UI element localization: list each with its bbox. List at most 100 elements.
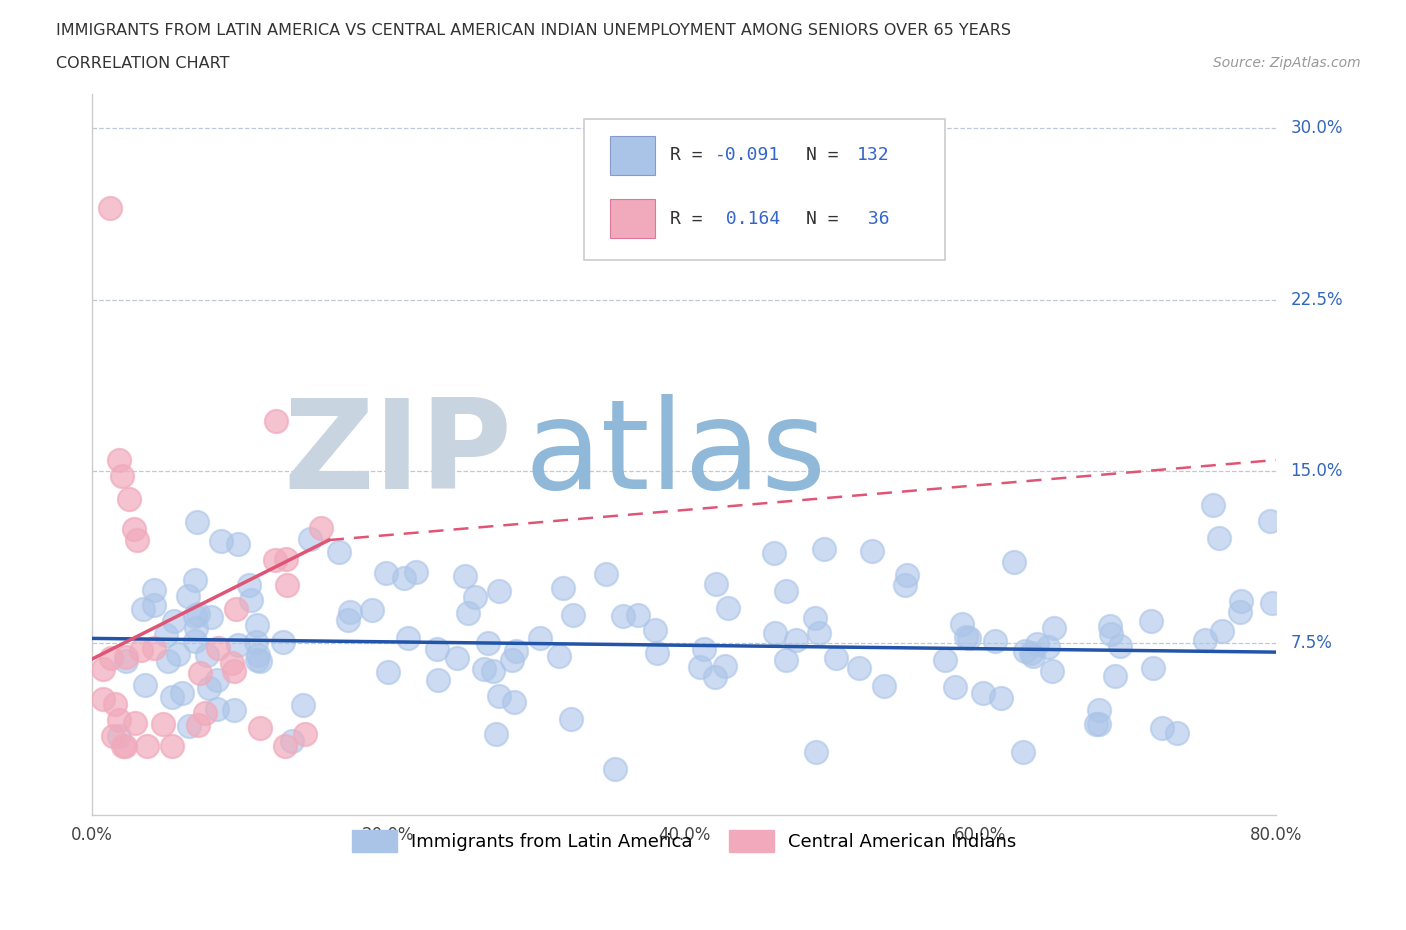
- Point: [221, 656, 243, 671]
- Text: IMMIGRANTS FROM LATIN AMERICA VS CENTRAL AMERICAN INDIAN UNEMPLOYMENT AMONG SENI: IMMIGRANTS FROM LATIN AMERICA VS CENTRAL…: [56, 23, 1011, 38]
- Point: [177, 589, 200, 604]
- Point: [152, 717, 174, 732]
- Point: [1261, 596, 1284, 611]
- Point: [209, 534, 232, 549]
- Point: [1021, 645, 1043, 660]
- Point: [299, 532, 322, 547]
- Point: [271, 634, 294, 649]
- Point: [1026, 636, 1049, 651]
- Point: [187, 606, 209, 621]
- Point: [392, 570, 415, 585]
- Point: [160, 689, 183, 704]
- Point: [477, 636, 499, 651]
- Point: [187, 718, 209, 733]
- Point: [1012, 744, 1035, 759]
- Text: N =: N =: [806, 146, 839, 165]
- Point: [205, 672, 228, 687]
- Point: [226, 637, 249, 652]
- Point: [183, 633, 205, 648]
- Point: [1194, 632, 1216, 647]
- Point: [337, 613, 360, 628]
- Point: [103, 697, 125, 711]
- Point: [1166, 726, 1188, 741]
- Point: [1014, 644, 1036, 658]
- Point: [155, 628, 177, 643]
- Point: [426, 672, 449, 687]
- Point: [100, 651, 122, 666]
- Point: [1088, 703, 1111, 718]
- Point: [457, 605, 479, 620]
- Point: [693, 642, 716, 657]
- Point: [1099, 626, 1122, 641]
- Text: 15.0%: 15.0%: [1291, 462, 1343, 481]
- Point: [501, 653, 523, 668]
- Point: [704, 670, 727, 684]
- Point: [291, 698, 314, 712]
- Point: [955, 630, 977, 644]
- Point: [328, 545, 350, 560]
- Point: [108, 712, 131, 727]
- Point: [222, 702, 245, 717]
- Point: [228, 537, 250, 551]
- Text: 30.0%: 30.0%: [1291, 119, 1343, 138]
- Point: [163, 614, 186, 629]
- Text: 0.164: 0.164: [714, 209, 780, 228]
- Point: [396, 631, 419, 645]
- Point: [484, 726, 506, 741]
- Point: [91, 691, 114, 706]
- Point: [276, 578, 298, 592]
- Point: [984, 634, 1007, 649]
- Point: [184, 608, 207, 623]
- Text: 7.5%: 7.5%: [1291, 634, 1331, 652]
- Point: [124, 716, 146, 731]
- Text: -0.091: -0.091: [714, 146, 780, 165]
- Point: [848, 660, 870, 675]
- Point: [612, 609, 634, 624]
- Point: [1104, 669, 1126, 684]
- Point: [143, 598, 166, 613]
- Point: [125, 533, 148, 548]
- Point: [785, 632, 807, 647]
- Point: [274, 551, 297, 566]
- Point: [114, 649, 136, 664]
- Point: [1002, 554, 1025, 569]
- Point: [603, 762, 626, 777]
- Point: [198, 681, 221, 696]
- Point: [595, 567, 617, 582]
- Point: [135, 738, 157, 753]
- Point: [309, 521, 332, 536]
- Point: [804, 611, 827, 626]
- Point: [472, 662, 495, 677]
- Point: [274, 738, 297, 753]
- Point: [645, 645, 668, 660]
- Point: [264, 414, 287, 429]
- Point: [446, 651, 468, 666]
- Point: [426, 642, 449, 657]
- Point: [360, 603, 382, 618]
- Point: [1142, 661, 1164, 676]
- Point: [294, 727, 316, 742]
- Point: [108, 453, 131, 468]
- Point: [464, 590, 486, 604]
- Point: [957, 631, 980, 645]
- Point: [186, 514, 208, 529]
- Point: [704, 577, 727, 591]
- Point: [934, 653, 956, 668]
- Point: [245, 634, 267, 649]
- Point: [1040, 664, 1063, 679]
- Point: [122, 521, 145, 536]
- Point: [156, 654, 179, 669]
- Point: [1208, 530, 1230, 545]
- Point: [990, 691, 1012, 706]
- Point: [103, 728, 125, 743]
- Point: [547, 648, 569, 663]
- Point: [246, 652, 269, 667]
- Text: ZIP: ZIP: [284, 393, 512, 515]
- Text: R =: R =: [669, 146, 703, 165]
- Point: [184, 573, 207, 588]
- Point: [813, 541, 835, 556]
- Point: [763, 546, 786, 561]
- Point: [1229, 604, 1251, 619]
- Point: [807, 626, 830, 641]
- Point: [627, 607, 650, 622]
